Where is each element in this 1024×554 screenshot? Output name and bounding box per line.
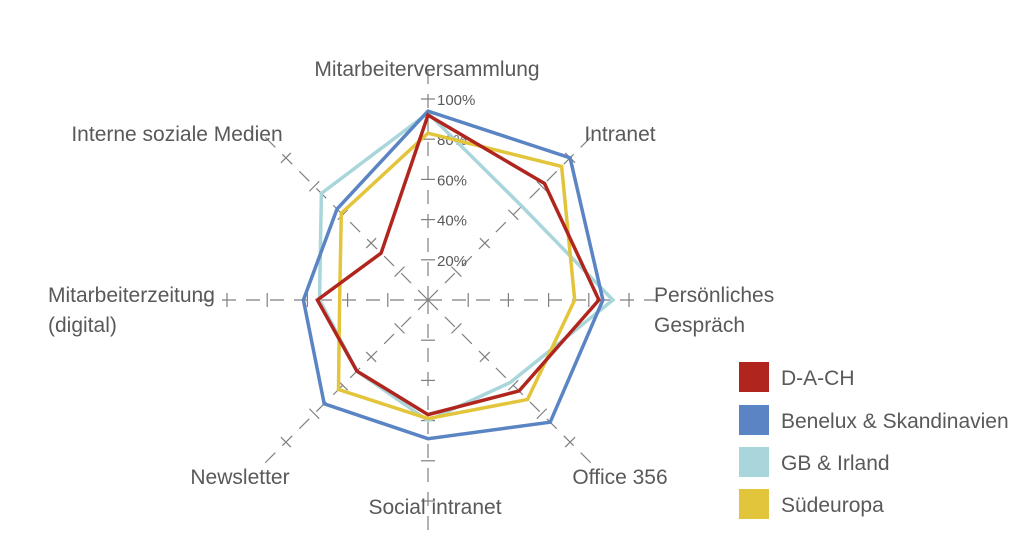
legend-swatch bbox=[739, 447, 769, 477]
legend-label: Südeuropa bbox=[781, 494, 884, 517]
axis-line bbox=[259, 299, 429, 469]
axis-tick bbox=[365, 351, 377, 363]
axis-label: Mitarbeiterzeitung (digital) bbox=[48, 284, 215, 337]
axis-label-line: Social intranet bbox=[368, 496, 501, 519]
axis-tick bbox=[507, 209, 519, 221]
axis-label-line: Newsletter bbox=[190, 466, 289, 489]
radial-tick-label: 20% bbox=[437, 253, 467, 270]
axis-label-line: Mitarbeiterzeitung bbox=[48, 284, 215, 307]
legend-swatch bbox=[739, 405, 769, 435]
radial-tick-labels: 20%40%60%80%100% bbox=[437, 92, 475, 270]
axis-labels: Mitarbeiterversammlung Intranet Persönlich… bbox=[48, 58, 774, 519]
axis-line bbox=[427, 299, 597, 469]
axis-tick bbox=[536, 180, 548, 192]
axis-label-line: Gespräch bbox=[654, 314, 745, 337]
axis-tick bbox=[394, 323, 405, 334]
legend: D-A-CH Benelux & Skandinavien GB & Irland S… bbox=[739, 362, 1009, 519]
radial-tick-label: 60% bbox=[437, 172, 467, 189]
axis-tick bbox=[308, 408, 320, 420]
axis-label-line: Office 356 bbox=[572, 466, 667, 489]
legend-swatch bbox=[739, 362, 769, 392]
axis-label: Mitarbeiterversammlung bbox=[314, 58, 539, 81]
axis-label: Persönliches Gespräch bbox=[654, 284, 774, 337]
axis-tick bbox=[394, 266, 405, 277]
axis-tick bbox=[365, 237, 377, 249]
axis-label-line: Persönliches bbox=[654, 284, 774, 307]
axis-label-line: Interne soziale Medien bbox=[71, 123, 282, 146]
axis-tick bbox=[308, 180, 320, 192]
axis-tick bbox=[507, 379, 519, 391]
radial-tick-label: 40% bbox=[437, 213, 467, 230]
axis-tick bbox=[479, 237, 491, 249]
axis-line bbox=[427, 131, 597, 301]
axis-label-line: (digital) bbox=[48, 314, 117, 337]
axis-tick bbox=[536, 408, 548, 420]
legend-label: GB & Irland bbox=[781, 452, 890, 475]
legend-label: Benelux & Skandinavien bbox=[781, 410, 1009, 433]
axis-line bbox=[259, 131, 429, 301]
radar-series bbox=[301, 109, 616, 441]
series-line-3 bbox=[336, 131, 577, 421]
axis-label-line: Mitarbeiterversammlung bbox=[314, 58, 539, 81]
series-line-1 bbox=[301, 109, 605, 441]
axis-tick bbox=[280, 436, 292, 448]
legend-swatch bbox=[739, 489, 769, 519]
axis-label-line: Intranet bbox=[584, 123, 655, 146]
axis-tick bbox=[479, 351, 491, 363]
legend-label: D-A-CH bbox=[781, 367, 855, 390]
axis-label: Office 356 bbox=[572, 466, 667, 489]
radial-tick-label: 100% bbox=[437, 92, 475, 109]
axis-label: Intranet bbox=[584, 123, 655, 146]
axis-label: Interne soziale Medien bbox=[71, 123, 282, 146]
series-line-2 bbox=[317, 110, 616, 423]
axis-tick bbox=[451, 266, 462, 277]
series-line-0 bbox=[315, 112, 601, 417]
axis-tick bbox=[451, 323, 462, 334]
radar-grid bbox=[190, 62, 666, 538]
axis-label: Social intranet bbox=[368, 496, 501, 519]
axis-tick bbox=[564, 436, 576, 448]
axis-tick bbox=[280, 152, 292, 164]
axis-label: Newsletter bbox=[190, 466, 289, 489]
